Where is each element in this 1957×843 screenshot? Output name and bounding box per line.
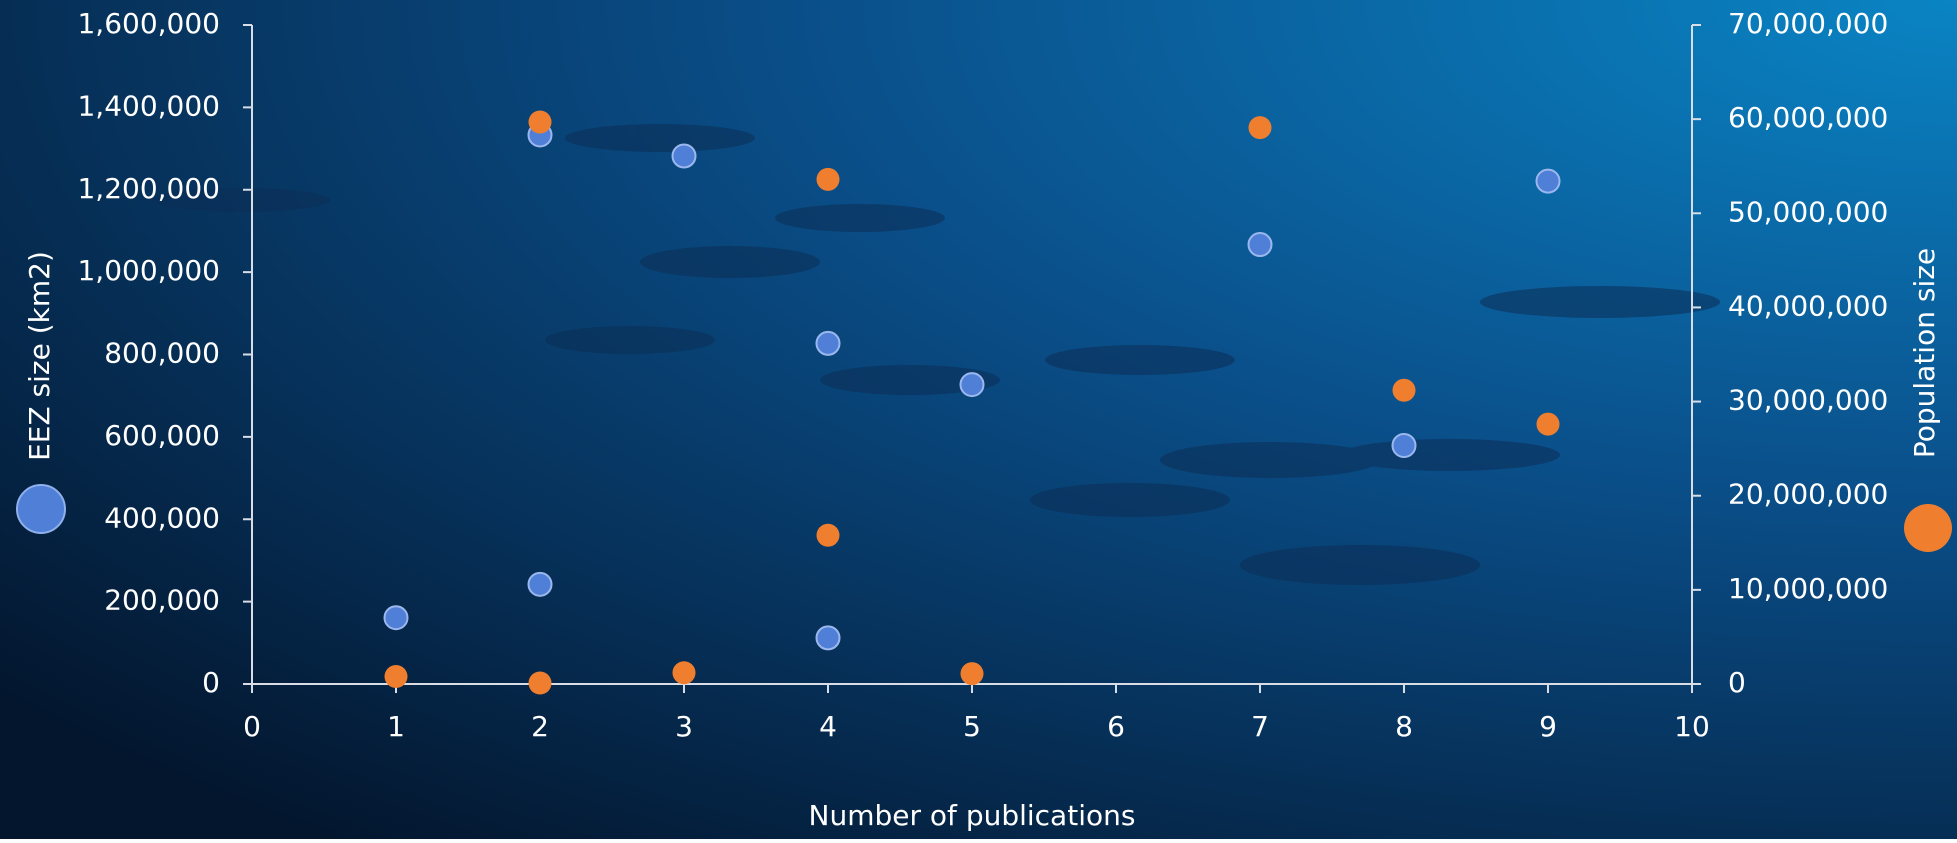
data-point — [384, 664, 408, 688]
x-tick-label: 4 — [819, 710, 837, 743]
x-tick-label: 3 — [675, 710, 693, 743]
x-tick-label: 6 — [1107, 710, 1125, 743]
legend-marker — [1904, 504, 1952, 552]
data-point — [1535, 168, 1561, 194]
data-point — [528, 110, 552, 134]
data-point — [383, 605, 409, 631]
y-tick-label: 0 — [202, 666, 220, 699]
data-point — [528, 671, 552, 695]
y2-tick-label: 40,000,000 — [1728, 289, 1888, 322]
x-tick-label: 8 — [1395, 710, 1413, 743]
x-tick-label: 1 — [387, 710, 405, 743]
y-tick-label: 1,600,000 — [77, 7, 220, 40]
data-point — [816, 167, 840, 191]
y2-tick-label: 70,000,000 — [1728, 7, 1888, 40]
y2-tick-label: 20,000,000 — [1728, 478, 1888, 511]
y-tick-label: 800,000 — [104, 337, 220, 370]
data-point — [671, 143, 697, 169]
data-point — [960, 662, 984, 686]
data-point — [1536, 412, 1560, 436]
y2-tick-label: 30,000,000 — [1728, 384, 1888, 417]
fish-silhouettes — [150, 124, 1720, 585]
y-tick-label: 600,000 — [104, 419, 220, 452]
data-point — [527, 571, 553, 597]
y-axis-title: EEZ size (km2) — [23, 251, 56, 461]
x-tick-label: 10 — [1674, 710, 1710, 743]
x-axis-title: Number of publications — [809, 799, 1136, 832]
data-point — [815, 625, 841, 651]
data-point — [1391, 433, 1417, 459]
data-point — [672, 661, 696, 685]
y2-tick-label: 10,000,000 — [1728, 572, 1888, 605]
y2-tick-label: 0 — [1728, 666, 1746, 699]
y-tick-label: 200,000 — [104, 584, 220, 617]
x-tick-label: 9 — [1539, 710, 1557, 743]
x-tick-label: 0 — [243, 710, 261, 743]
data-point — [1392, 378, 1416, 402]
x-tick-label: 7 — [1251, 710, 1269, 743]
data-point — [1248, 116, 1272, 140]
x-tick-label: 2 — [531, 710, 549, 743]
y2-tick-label: 50,000,000 — [1728, 195, 1888, 228]
data-point — [815, 330, 841, 356]
y2-axis-title: Population size — [1908, 248, 1941, 458]
y-tick-label: 400,000 — [104, 501, 220, 534]
legend-marker — [16, 484, 66, 534]
y-tick-label: 1,200,000 — [77, 172, 220, 205]
y2-tick-label: 60,000,000 — [1728, 101, 1888, 134]
y-tick-label: 1,000,000 — [77, 254, 220, 287]
y-tick-label: 1,400,000 — [77, 89, 220, 122]
data-point — [816, 523, 840, 547]
x-tick-label: 5 — [963, 710, 981, 743]
data-point — [1247, 232, 1273, 258]
data-point — [959, 372, 985, 398]
